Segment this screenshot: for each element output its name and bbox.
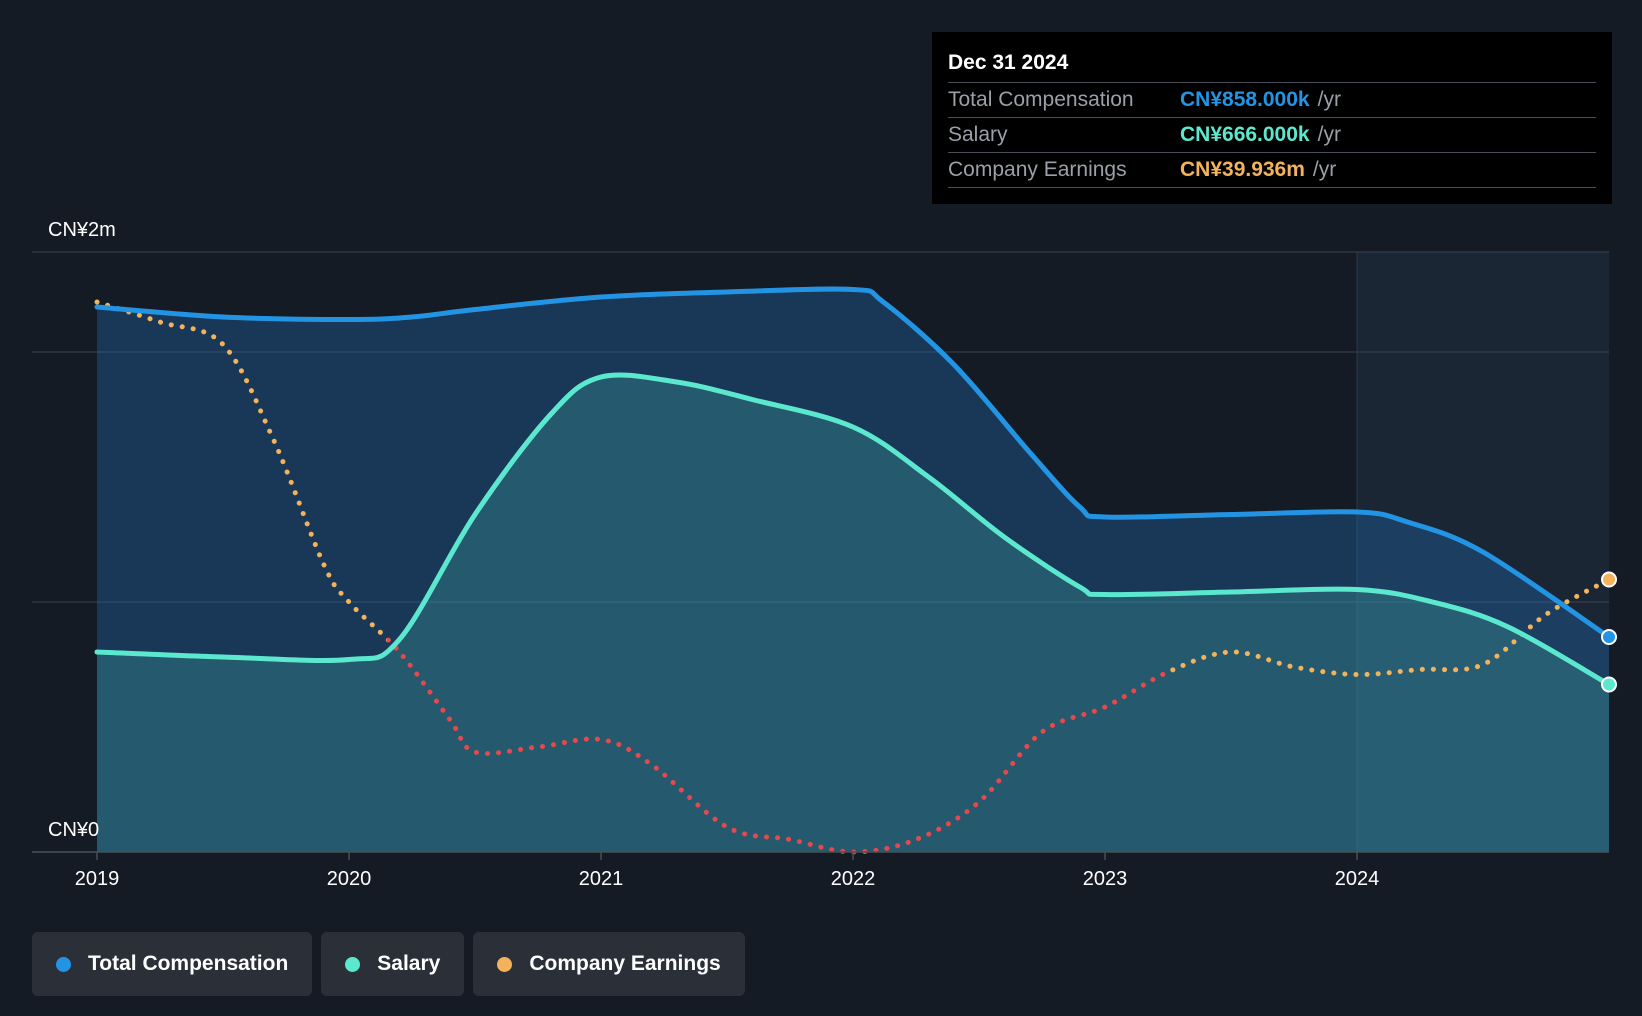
end-markers [1601, 571, 1617, 693]
tooltip-date: Dec 31 2024 [948, 51, 1069, 74]
x-tick-label: 2023 [1083, 868, 1128, 890]
tooltip-row-company-earnings: Company Earnings CN¥39.936m /yr [948, 152, 1596, 188]
legend-label: Total Compensation [88, 952, 289, 975]
tooltip-label: Salary [948, 123, 1008, 146]
tooltip-unit: /yr [1312, 158, 1337, 181]
x-tick-label: 2019 [75, 868, 120, 890]
tooltip-row-salary: Salary CN¥666.000k /yr [948, 117, 1596, 152]
salary-line [94, 372, 1612, 687]
company-earnings-end-marker [1601, 571, 1617, 588]
x-tick-label: 2022 [831, 868, 876, 890]
dot-icon [497, 956, 513, 972]
dot-icon [345, 956, 361, 972]
legend: Total Compensation Salary Company Earnin… [32, 932, 745, 996]
tooltip-label: Total Compensation [948, 88, 1134, 111]
tooltip: Dec 31 2024 Total Compensation CN¥858.00… [932, 32, 1612, 204]
x-tick-label: 2020 [327, 868, 372, 890]
legend-label: Salary [377, 952, 441, 975]
x-tick-label: 2021 [579, 868, 624, 890]
company-earnings-line [94, 299, 1612, 855]
dot-icon [56, 956, 71, 972]
legend-label: Company Earnings [529, 952, 721, 975]
legend-item-company-earnings[interactable]: Company Earnings [473, 932, 745, 996]
tooltip-unit: /yr [1317, 88, 1341, 111]
tooltip-row-total-compensation: Total Compensation CN¥858.000k /yr [948, 82, 1596, 117]
tooltip-value: CN¥39.936m [1180, 158, 1305, 181]
legend-item-salary[interactable]: Salary [321, 932, 465, 996]
tooltip-value: CN¥666.000k [1180, 123, 1310, 146]
y-axis-top-label: CN¥2m [48, 219, 116, 241]
salary-end-marker [1601, 676, 1617, 693]
tooltip-value: CN¥858.000k [1180, 88, 1310, 111]
total-compensation-line [94, 286, 1612, 640]
company-earnings-line-positive [94, 299, 1612, 855]
total-compensation-area [97, 288, 1609, 853]
legend-item-total-compensation[interactable]: Total Compensation [32, 932, 313, 996]
tooltip-unit: /yr [1317, 123, 1341, 146]
x-axis-ticks: 2019 2020 2021 2022 2023 2024 [75, 852, 1380, 890]
total-compensation-end-marker [1601, 629, 1617, 645]
tooltip-label: Company Earnings [948, 158, 1127, 181]
gridlines [32, 251, 1609, 852]
x-tick-label: 2024 [1335, 868, 1380, 890]
salary-area [97, 374, 1609, 852]
y-axis-bottom-label: CN¥0 [48, 819, 99, 841]
